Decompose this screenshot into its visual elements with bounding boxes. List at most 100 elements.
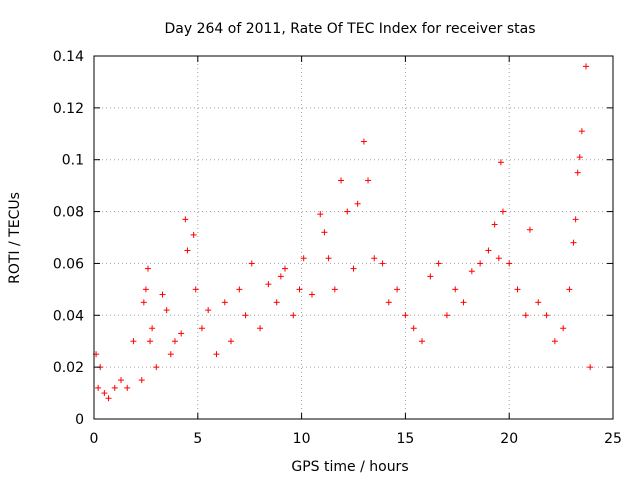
plot-frame	[93, 55, 614, 420]
data-point	[570, 239, 577, 246]
data-point	[587, 364, 594, 371]
x-tick-label: 0	[90, 431, 99, 447]
data-point	[543, 312, 550, 319]
data-point	[138, 377, 145, 384]
y-tick-label: 0.14	[53, 49, 84, 65]
x-tick-label: 5	[193, 431, 202, 447]
data-point	[452, 286, 459, 293]
data-point	[101, 390, 108, 397]
data-point	[419, 338, 426, 345]
x-tick-label: 10	[293, 431, 311, 447]
chart-title: Day 264 of 2011, Rate Of TEC Index for r…	[164, 21, 535, 37]
y-tick-label: 0.04	[53, 308, 84, 324]
data-point	[443, 312, 450, 319]
data-point	[144, 265, 151, 272]
data-point	[560, 325, 567, 332]
data-point	[171, 338, 178, 345]
grid-lines	[94, 56, 613, 419]
data-point	[130, 338, 137, 345]
data-point	[572, 216, 579, 223]
y-tick-label: 0.06	[53, 256, 84, 272]
x-axis-ticks: 0 5 10 15 20 25	[90, 56, 622, 447]
data-point	[147, 338, 154, 345]
data-point	[190, 231, 197, 238]
data-point	[365, 177, 372, 184]
data-point	[522, 312, 529, 319]
data-point	[140, 299, 147, 306]
data-point	[526, 226, 533, 233]
data-point	[350, 265, 357, 272]
data-point	[344, 208, 351, 215]
data-point	[477, 260, 484, 267]
y-tick-label: 0	[75, 412, 84, 428]
data-point	[221, 299, 228, 306]
y-tick-label: 0.1	[62, 153, 84, 169]
data-point	[117, 377, 124, 384]
y-tick-label: 0.12	[53, 101, 84, 117]
data-point	[385, 299, 392, 306]
data-point	[242, 312, 249, 319]
data-point	[182, 216, 189, 223]
data-point	[360, 138, 367, 145]
x-tick-label: 25	[604, 431, 622, 447]
data-point	[124, 384, 131, 391]
data-point	[317, 211, 324, 218]
data-point	[325, 255, 332, 262]
data-point	[265, 281, 272, 288]
data-point	[497, 159, 504, 166]
data-point	[111, 384, 118, 391]
data-point	[379, 260, 386, 267]
data-point	[290, 312, 297, 319]
data-point	[394, 286, 401, 293]
data-point	[142, 286, 149, 293]
data-point	[499, 208, 506, 215]
x-axis-title: GPS time / hours	[291, 459, 408, 475]
data-point	[566, 286, 573, 293]
data-point	[198, 325, 205, 332]
data-point	[95, 384, 102, 391]
data-point	[583, 63, 590, 70]
data-point	[228, 338, 235, 345]
data-point	[460, 299, 467, 306]
data-point	[257, 325, 264, 332]
data-point	[300, 255, 307, 262]
data-point	[153, 364, 160, 371]
data-point	[468, 268, 475, 275]
data-point	[535, 299, 542, 306]
data-point	[248, 260, 255, 267]
data-point	[213, 351, 220, 358]
data-point	[167, 351, 174, 358]
data-point	[105, 395, 112, 402]
y-axis-title: ROTI / TECUs	[7, 192, 23, 284]
data-point	[178, 330, 185, 337]
data-point	[495, 255, 502, 262]
data-point	[514, 286, 521, 293]
x-tick-label: 20	[500, 431, 518, 447]
data-point	[402, 312, 409, 319]
data-point	[236, 286, 243, 293]
data-point	[159, 291, 166, 298]
data-point	[273, 299, 280, 306]
data-point	[296, 286, 303, 293]
data-point	[331, 286, 338, 293]
data-point	[163, 307, 170, 314]
data-point	[578, 128, 585, 135]
data-point	[184, 247, 191, 254]
x-tick-label: 15	[396, 431, 414, 447]
y-tick-label: 0.02	[53, 360, 84, 376]
data-point	[205, 307, 212, 314]
y-axis-ticks: 0 0.02 0.04 0.06 0.08 0.1 0.12 0.14	[53, 49, 613, 428]
data-point	[576, 154, 583, 161]
data-point	[485, 247, 492, 254]
data-point	[410, 325, 417, 332]
data-point	[321, 229, 328, 236]
data-point	[308, 291, 315, 298]
data-point	[427, 273, 434, 280]
data-point	[277, 273, 284, 280]
data-point	[506, 260, 513, 267]
data-point	[371, 255, 378, 262]
data-point	[281, 265, 288, 272]
data-point	[435, 260, 442, 267]
data-points	[93, 63, 594, 402]
